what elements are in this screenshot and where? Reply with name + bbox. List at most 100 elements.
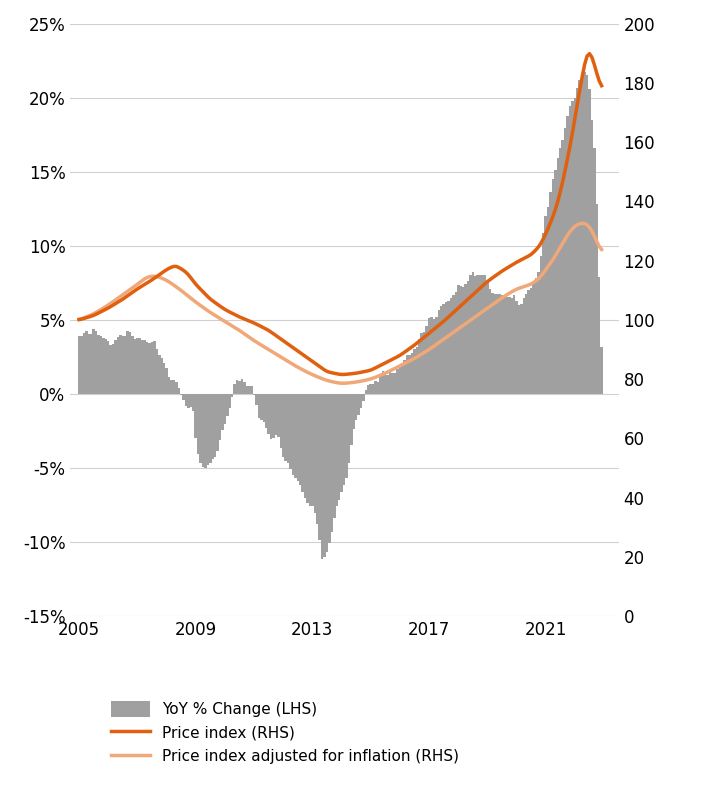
Bar xyxy=(540,255,542,394)
Bar xyxy=(148,343,151,394)
Bar xyxy=(134,339,136,394)
Bar xyxy=(243,382,245,394)
Bar xyxy=(328,394,330,544)
Bar xyxy=(100,336,102,394)
Bar xyxy=(228,394,231,408)
Bar xyxy=(168,377,170,394)
Bar xyxy=(275,394,277,434)
Bar xyxy=(155,348,158,394)
Bar xyxy=(355,394,357,420)
Bar xyxy=(248,386,250,394)
Bar xyxy=(202,394,205,468)
Bar xyxy=(190,394,192,408)
Bar xyxy=(455,292,457,394)
Bar xyxy=(90,334,93,394)
Bar xyxy=(97,335,100,394)
Bar xyxy=(588,89,591,394)
Bar xyxy=(85,331,88,394)
Bar xyxy=(236,380,238,394)
Bar xyxy=(498,294,501,394)
Bar xyxy=(78,336,80,394)
Bar xyxy=(297,394,299,481)
Bar xyxy=(572,100,574,394)
Bar xyxy=(160,358,163,394)
Bar xyxy=(583,72,586,394)
Bar xyxy=(231,394,233,397)
Bar xyxy=(544,216,547,394)
Bar xyxy=(285,394,287,461)
Bar xyxy=(576,88,579,394)
Bar xyxy=(333,394,335,518)
Bar xyxy=(549,192,552,394)
Bar xyxy=(474,276,477,394)
Bar xyxy=(141,340,143,394)
Bar xyxy=(282,394,285,457)
Bar xyxy=(177,388,180,394)
Bar xyxy=(325,394,328,552)
Bar xyxy=(102,338,105,394)
Bar xyxy=(562,140,564,394)
Bar xyxy=(357,394,360,415)
Bar xyxy=(192,394,195,411)
Bar xyxy=(360,394,362,408)
Bar xyxy=(226,394,228,416)
Bar xyxy=(377,382,380,394)
Bar xyxy=(338,394,340,499)
Bar xyxy=(581,74,583,394)
Bar xyxy=(567,116,569,394)
Bar xyxy=(547,207,550,394)
Bar xyxy=(593,149,595,394)
Bar xyxy=(185,394,187,406)
Bar xyxy=(158,356,160,394)
Bar xyxy=(418,339,420,394)
Bar xyxy=(170,381,173,394)
Bar xyxy=(270,394,272,439)
Bar xyxy=(187,394,190,408)
Bar xyxy=(238,381,240,394)
Bar xyxy=(245,386,248,394)
Bar xyxy=(389,372,392,394)
Bar xyxy=(207,394,209,465)
Bar xyxy=(374,382,377,394)
Bar xyxy=(209,394,212,463)
Bar xyxy=(107,340,110,394)
Bar xyxy=(153,341,155,394)
Bar xyxy=(517,306,520,394)
Bar xyxy=(467,281,469,394)
Bar xyxy=(316,394,318,524)
Bar xyxy=(447,301,450,394)
Bar xyxy=(525,295,527,394)
Bar xyxy=(510,298,513,394)
Bar xyxy=(367,385,370,394)
Bar xyxy=(600,347,603,394)
Bar xyxy=(404,359,406,394)
Bar xyxy=(114,340,117,394)
Bar xyxy=(262,394,265,422)
Bar xyxy=(579,80,581,394)
Bar xyxy=(219,394,221,441)
Bar xyxy=(450,298,452,394)
Bar xyxy=(462,288,465,394)
Bar xyxy=(503,296,505,394)
Bar xyxy=(214,394,217,457)
Bar xyxy=(311,394,314,506)
Bar xyxy=(445,302,447,394)
Bar xyxy=(195,394,197,438)
Bar xyxy=(117,337,120,394)
Bar xyxy=(435,318,438,394)
Bar xyxy=(505,297,508,394)
Bar xyxy=(408,356,411,394)
Bar xyxy=(136,338,138,394)
Bar xyxy=(437,310,440,394)
Bar xyxy=(370,384,372,394)
Bar xyxy=(425,326,428,394)
Bar xyxy=(105,339,107,394)
Bar xyxy=(343,394,345,485)
Bar xyxy=(522,298,525,394)
Bar xyxy=(204,394,207,468)
Bar xyxy=(257,394,260,418)
Bar xyxy=(452,295,455,394)
Bar xyxy=(292,394,295,475)
Bar xyxy=(314,394,316,514)
Bar xyxy=(420,333,423,394)
